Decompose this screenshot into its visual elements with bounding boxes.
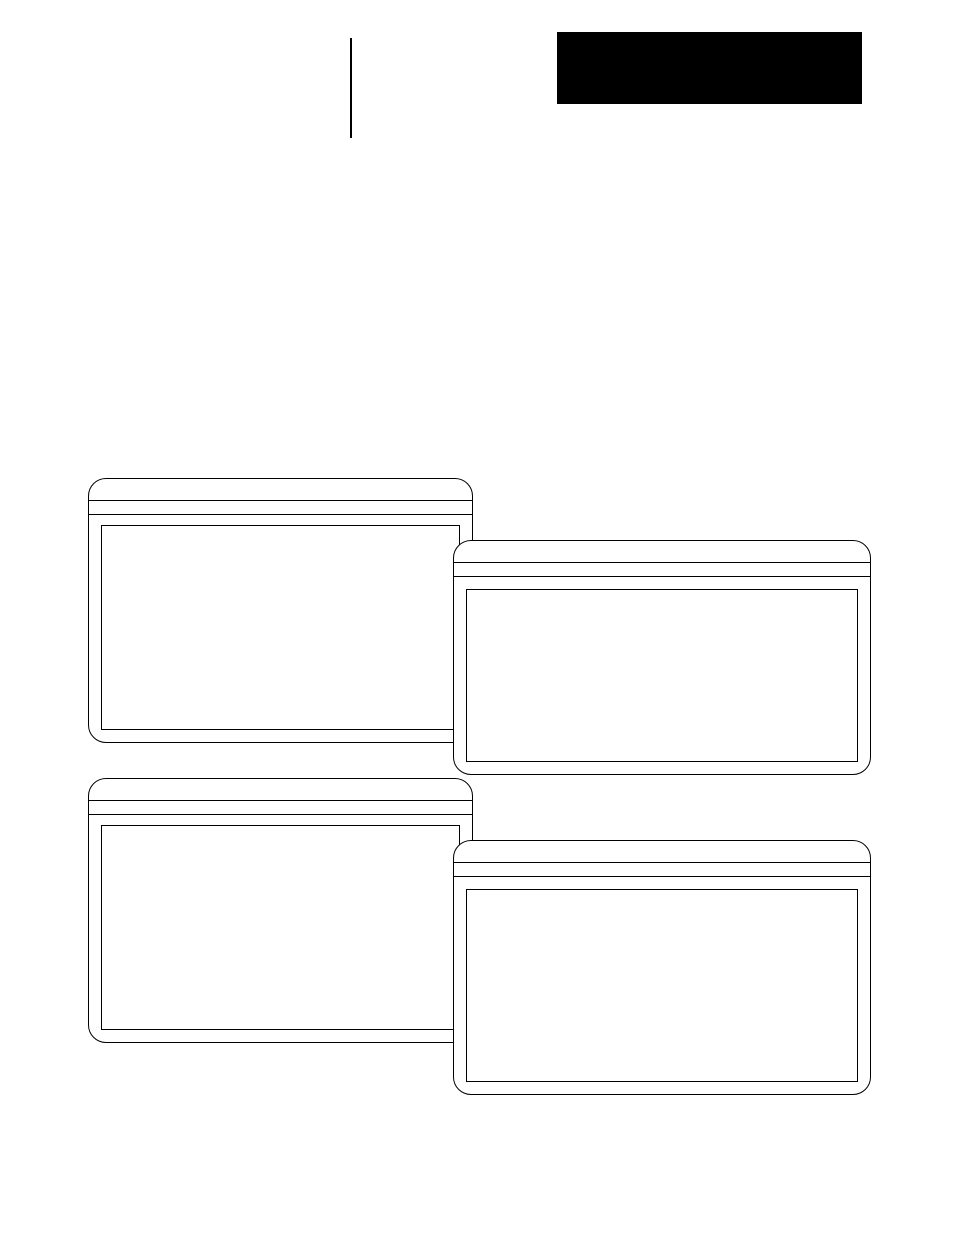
window-top-left <box>88 478 473 743</box>
window-titlebar <box>89 479 472 501</box>
window-top-right <box>453 540 871 775</box>
window-toolbar <box>89 501 472 515</box>
window-toolbar <box>454 863 870 877</box>
window-toolbar <box>89 801 472 815</box>
window-content-area <box>101 825 460 1030</box>
window-bottom-left <box>88 778 473 1043</box>
window-content-area <box>466 589 858 762</box>
window-content-area <box>101 525 460 730</box>
vertical-divider <box>350 38 352 138</box>
window-content-area <box>466 889 858 1082</box>
window-titlebar <box>454 541 870 563</box>
window-bottom-right <box>453 840 871 1095</box>
window-titlebar <box>89 779 472 801</box>
header-black-box <box>557 32 862 104</box>
window-toolbar <box>454 563 870 577</box>
window-titlebar <box>454 841 870 863</box>
